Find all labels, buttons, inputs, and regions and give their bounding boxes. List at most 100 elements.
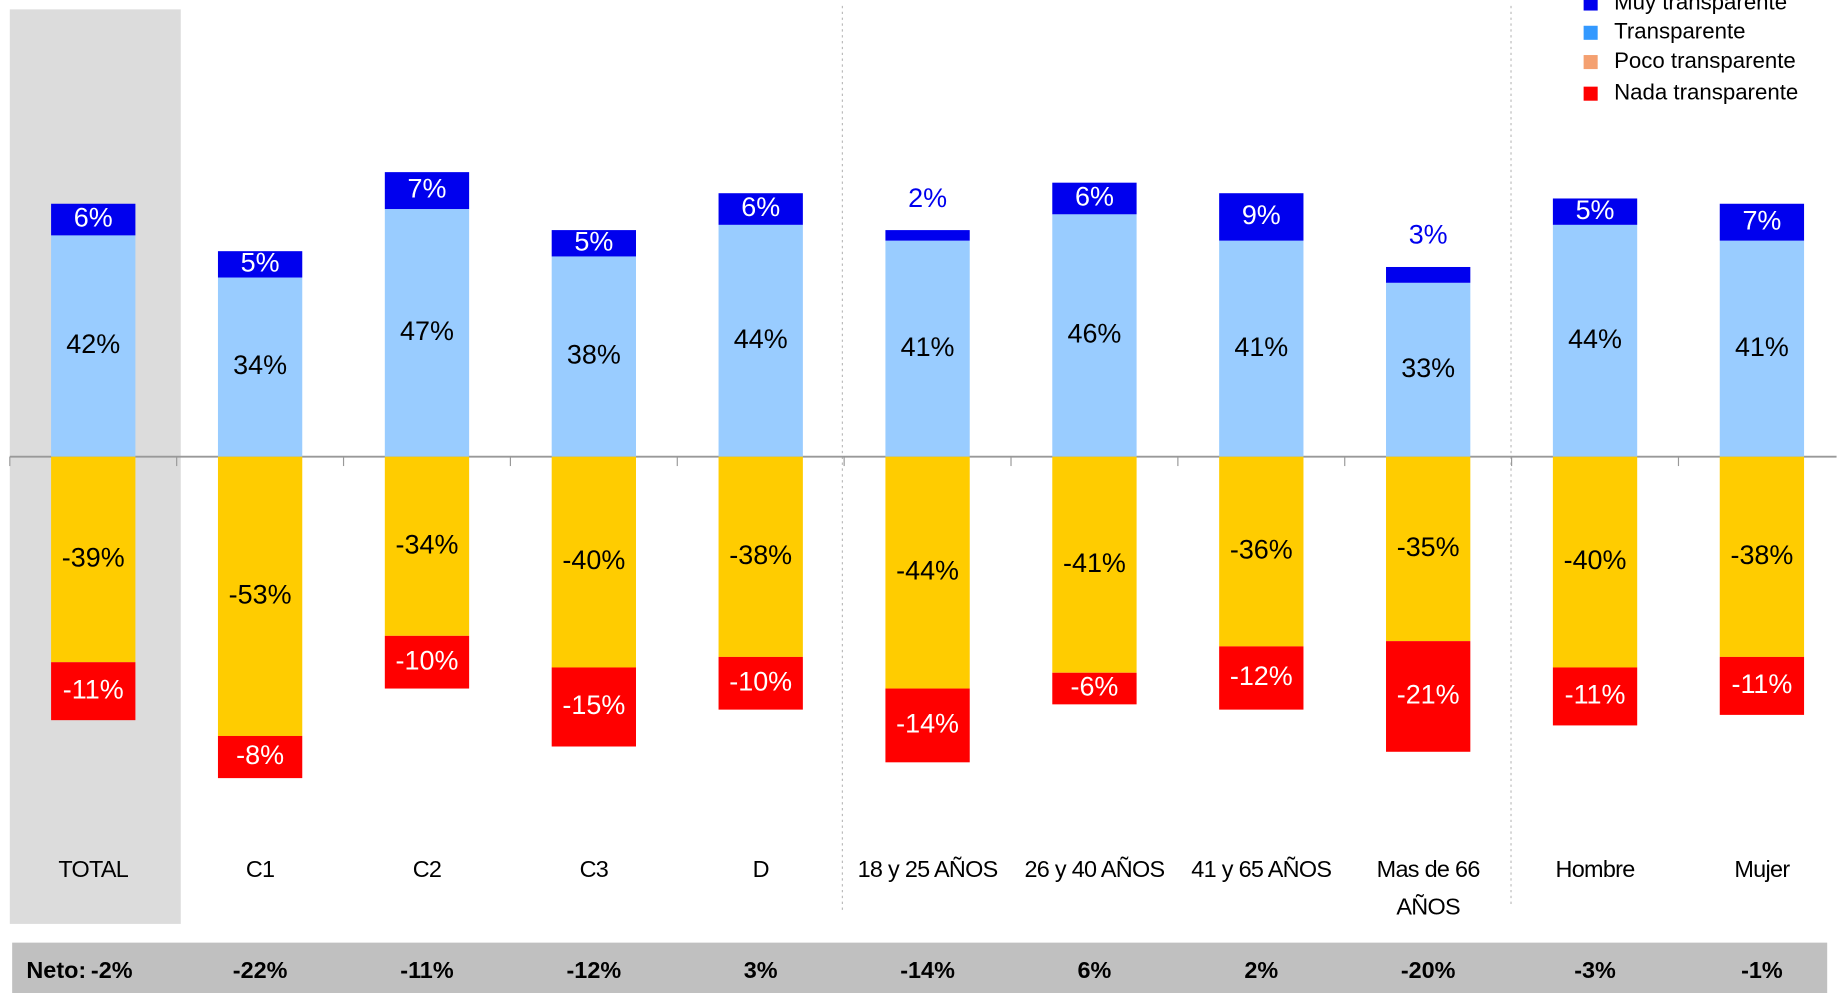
x-label-box: C1	[245, 857, 275, 883]
x-label-box: 41 y 65 AÑOS	[1191, 857, 1332, 883]
x-tick-label: C3	[579, 857, 609, 883]
net-value: -12%	[567, 957, 622, 983]
bar-segment	[1219, 456, 1304, 647]
x-tick-label: D	[752, 857, 770, 883]
data-label: -40%	[1564, 545, 1627, 575]
legend-label: Transparente	[1614, 19, 1745, 44]
x-label-box: Mas de 66 AÑOS	[1376, 857, 1481, 921]
legend-swatch	[1583, 25, 1598, 40]
data-label: -35%	[1397, 532, 1460, 562]
bar-segment	[718, 224, 803, 457]
bar-segment	[1719, 203, 1805, 241]
data-label: -53%	[229, 579, 292, 609]
data-label: 34%	[233, 350, 287, 380]
bar-segment	[885, 688, 970, 763]
bar-segment	[384, 456, 470, 636]
x-label-box: D	[752, 857, 770, 883]
bar-segment	[1719, 240, 1805, 457]
data-label: 41%	[1234, 332, 1288, 362]
net-value: -20%	[1401, 957, 1456, 983]
data-label: 41%	[1735, 332, 1789, 362]
data-label: -40%	[562, 545, 625, 575]
legend-label: Muy transparente	[1614, 0, 1787, 14]
data-label: 2%	[908, 183, 947, 213]
net-value: -3%	[1574, 957, 1616, 983]
bar-segment	[1386, 282, 1471, 457]
data-label: -11%	[63, 674, 124, 704]
data-label: 44%	[734, 324, 788, 354]
data-label: -41%	[1063, 548, 1126, 578]
data-label: -15%	[562, 690, 625, 720]
bar-segment	[718, 456, 803, 657]
data-label: -38%	[1730, 540, 1793, 570]
net-label: Neto:	[26, 957, 86, 983]
bar-segment	[51, 662, 136, 721]
data-label: 44%	[1568, 324, 1622, 354]
bar-segment	[51, 456, 136, 663]
bar-segment	[1386, 456, 1471, 642]
bar-segment	[217, 735, 303, 779]
legend-swatch	[1583, 0, 1598, 11]
data-label: -44%	[896, 556, 959, 586]
bar-segment	[217, 456, 303, 736]
bar-segment	[1552, 224, 1638, 457]
bar-segment	[1386, 641, 1471, 752]
data-label: 7%	[1742, 205, 1781, 235]
data-label: 42%	[66, 329, 120, 359]
net-band	[12, 942, 1828, 993]
data-label: -11%	[1565, 680, 1626, 710]
x-tick-label: 18 y 25 AÑOS	[857, 857, 999, 883]
bar-segment	[1386, 266, 1471, 283]
bar-segment	[718, 656, 803, 710]
data-label: -34%	[396, 529, 459, 559]
data-label: 41%	[901, 332, 955, 362]
bar-segment	[885, 230, 970, 241]
data-label: -6%	[1070, 672, 1118, 702]
net-value: -11%	[400, 957, 454, 983]
bar-segment	[1219, 193, 1304, 241]
legend-swatch	[1583, 86, 1598, 101]
x-tick-label: Mas de 66 AÑOS	[1376, 857, 1481, 921]
data-label: -39%	[62, 543, 125, 573]
data-label: 47%	[400, 316, 454, 346]
bar-segment	[551, 230, 636, 257]
bar-segment	[1052, 672, 1137, 705]
bar-segment	[551, 667, 636, 747]
x-tick-label: Mujer	[1734, 857, 1790, 883]
bar-segment	[1719, 456, 1805, 657]
net-value: -1%	[1741, 957, 1783, 983]
data-label: 5%	[574, 226, 613, 256]
bar-segment	[1552, 198, 1638, 225]
x-tick-label: 26 y 40 AÑOS	[1024, 857, 1165, 883]
bar-segment	[51, 235, 136, 457]
data-label: 6%	[74, 203, 113, 233]
data-label: 5%	[1576, 195, 1615, 225]
data-label: -10%	[729, 666, 792, 696]
net-value: -14%	[900, 957, 955, 983]
bar-segment	[217, 277, 303, 457]
net-value: 3%	[744, 957, 778, 983]
x-tick-label: C1	[245, 857, 275, 883]
data-label: -12%	[1230, 661, 1293, 691]
data-label: 7%	[408, 174, 447, 204]
bar-segment	[551, 256, 636, 457]
x-tick-label: Hombre	[1555, 857, 1635, 883]
net-value: -2%	[91, 957, 133, 983]
data-label: 33%	[1401, 353, 1455, 383]
x-tick-label: C2	[412, 857, 442, 883]
bar-segment	[1052, 214, 1137, 457]
data-label: 6%	[1075, 182, 1114, 212]
data-label: 9%	[1242, 200, 1281, 230]
bar-segment	[551, 456, 636, 668]
bar-segment	[1219, 240, 1304, 457]
legend-swatch	[1583, 55, 1598, 70]
data-label: -8%	[236, 740, 284, 770]
data-label: 3%	[1409, 220, 1448, 250]
data-label: -10%	[396, 645, 459, 675]
bar-segment	[1552, 667, 1638, 726]
data-label: -14%	[896, 709, 959, 739]
bar-segment	[51, 203, 136, 236]
bar-segment	[885, 240, 970, 457]
bar-segment	[384, 209, 470, 457]
